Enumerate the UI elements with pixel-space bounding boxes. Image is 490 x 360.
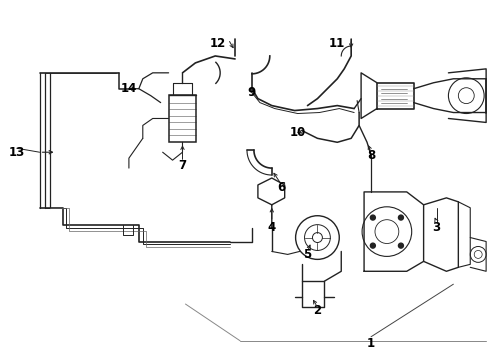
- Text: 7: 7: [178, 159, 187, 172]
- Text: 4: 4: [268, 221, 276, 234]
- Text: 12: 12: [210, 37, 226, 50]
- Text: 5: 5: [303, 248, 312, 261]
- Circle shape: [398, 243, 403, 248]
- Text: 3: 3: [433, 221, 441, 234]
- Circle shape: [398, 215, 403, 220]
- Text: 14: 14: [121, 82, 137, 95]
- Bar: [169, 95, 196, 142]
- Text: 1: 1: [367, 337, 375, 350]
- Circle shape: [370, 243, 375, 248]
- Text: 8: 8: [367, 149, 375, 162]
- Text: 6: 6: [278, 181, 286, 194]
- Text: 13: 13: [9, 146, 25, 159]
- Circle shape: [370, 215, 375, 220]
- Text: 2: 2: [314, 305, 321, 318]
- Text: 11: 11: [329, 37, 345, 50]
- Text: 10: 10: [290, 126, 306, 139]
- Text: 9: 9: [248, 86, 256, 99]
